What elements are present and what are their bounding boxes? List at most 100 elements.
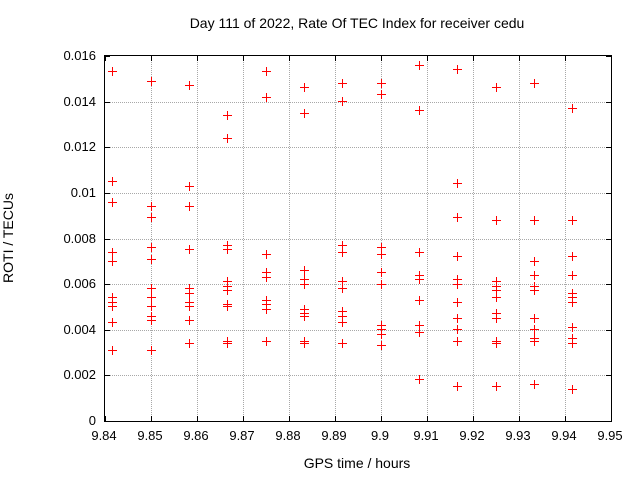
data-point-marker [414,375,424,385]
y-tick-label: 0.01 [70,185,96,200]
data-point-marker [568,297,578,307]
x-tick-mark [565,56,566,61]
data-point-marker [299,83,309,93]
data-point-marker [491,286,501,296]
data-point-marker [146,302,156,312]
y-tick-mark [105,56,110,57]
data-point-marker [491,382,501,392]
data-point-marker [223,338,233,348]
data-point-marker [491,309,501,319]
data-point-marker [338,240,348,250]
y-tick-label: 0.014 [63,94,96,109]
y-tick-mark [606,239,611,240]
data-point-marker [338,311,348,321]
data-point-marker [261,304,271,314]
data-point-marker [108,345,118,355]
x-tick-mark [519,416,520,421]
gridline-vertical [243,56,244,421]
y-tick-mark [105,375,110,376]
x-tick-label: 9.86 [183,428,209,443]
data-point-marker [338,277,348,287]
data-point-marker [338,318,348,328]
y-tick-mark [105,193,110,194]
gridline-vertical [427,56,428,421]
data-point-marker [146,284,156,294]
data-point-marker [184,316,194,326]
y-tick-mark [105,102,110,103]
data-point-marker [184,288,194,298]
y-tick-mark [606,193,611,194]
data-point-marker [529,281,539,291]
x-tick-mark [151,56,152,61]
data-point-marker [108,197,118,207]
data-point-marker [299,304,309,314]
x-tick-label: 9.94 [551,428,577,443]
data-point-marker [376,279,386,289]
data-point-marker [414,327,424,337]
data-point-marker [529,380,539,389]
x-tick-label: 9.89 [321,428,347,443]
data-point-marker [223,286,233,296]
data-point-marker [184,245,194,255]
x-tick-mark [289,416,290,421]
gridline-horizontal [105,330,611,331]
data-point-marker [223,240,233,250]
x-tick-mark [289,56,290,61]
x-tick-mark [197,56,198,61]
x-tick-mark [473,416,474,421]
data-point-marker [223,133,233,143]
y-tick-label: 0.008 [63,231,96,246]
x-tick-label: 9.88 [275,428,301,443]
x-tick-mark [243,416,244,421]
chart-title: Day 111 of 2022, Rate Of TEC Index for r… [189,15,525,31]
gridline-horizontal [105,147,611,148]
x-tick-mark [105,56,106,61]
x-tick-mark [427,56,428,61]
y-tick-mark [606,421,611,422]
data-point-marker [376,325,386,335]
gridline-horizontal [105,375,611,376]
data-point-marker [261,272,271,282]
data-point-marker [568,384,578,394]
data-point-marker [299,265,309,275]
y-tick-label: 0.006 [63,276,96,291]
data-point-marker [146,76,156,86]
data-point-marker [261,300,271,310]
data-point-marker [261,295,271,305]
gridline-horizontal [105,239,611,240]
data-point-marker [184,202,194,212]
gridline-vertical [519,56,520,421]
y-tick-label: 0 [88,413,96,428]
data-point-marker [146,202,156,212]
data-point-marker [338,247,348,257]
data-point-marker [529,256,539,266]
data-point-marker [453,65,463,75]
x-tick-label: 9.95 [597,428,623,443]
data-point-marker [491,293,501,303]
data-point-marker [261,92,271,102]
data-point-marker [261,249,271,259]
data-point-marker [568,270,578,280]
data-point-marker [376,249,386,259]
data-point-marker [146,213,156,223]
data-point-marker [529,313,539,323]
data-point-marker [491,313,501,323]
data-point-marker [184,284,194,294]
y-tick-mark [606,147,611,148]
y-tick-label: 0.004 [63,322,96,337]
data-point-marker [299,338,309,348]
x-tick-mark [381,56,382,61]
data-point-marker [529,336,539,346]
gridline-horizontal [105,193,611,194]
data-point-marker [414,270,424,280]
gridline-vertical [565,56,566,421]
data-point-marker [414,320,424,330]
data-point-marker [491,83,501,93]
data-point-marker [529,325,539,335]
y-tick-mark [105,421,110,422]
data-point-marker [299,279,309,289]
data-point-marker [529,78,539,88]
data-point-marker [453,213,463,223]
data-point-marker [453,275,463,285]
